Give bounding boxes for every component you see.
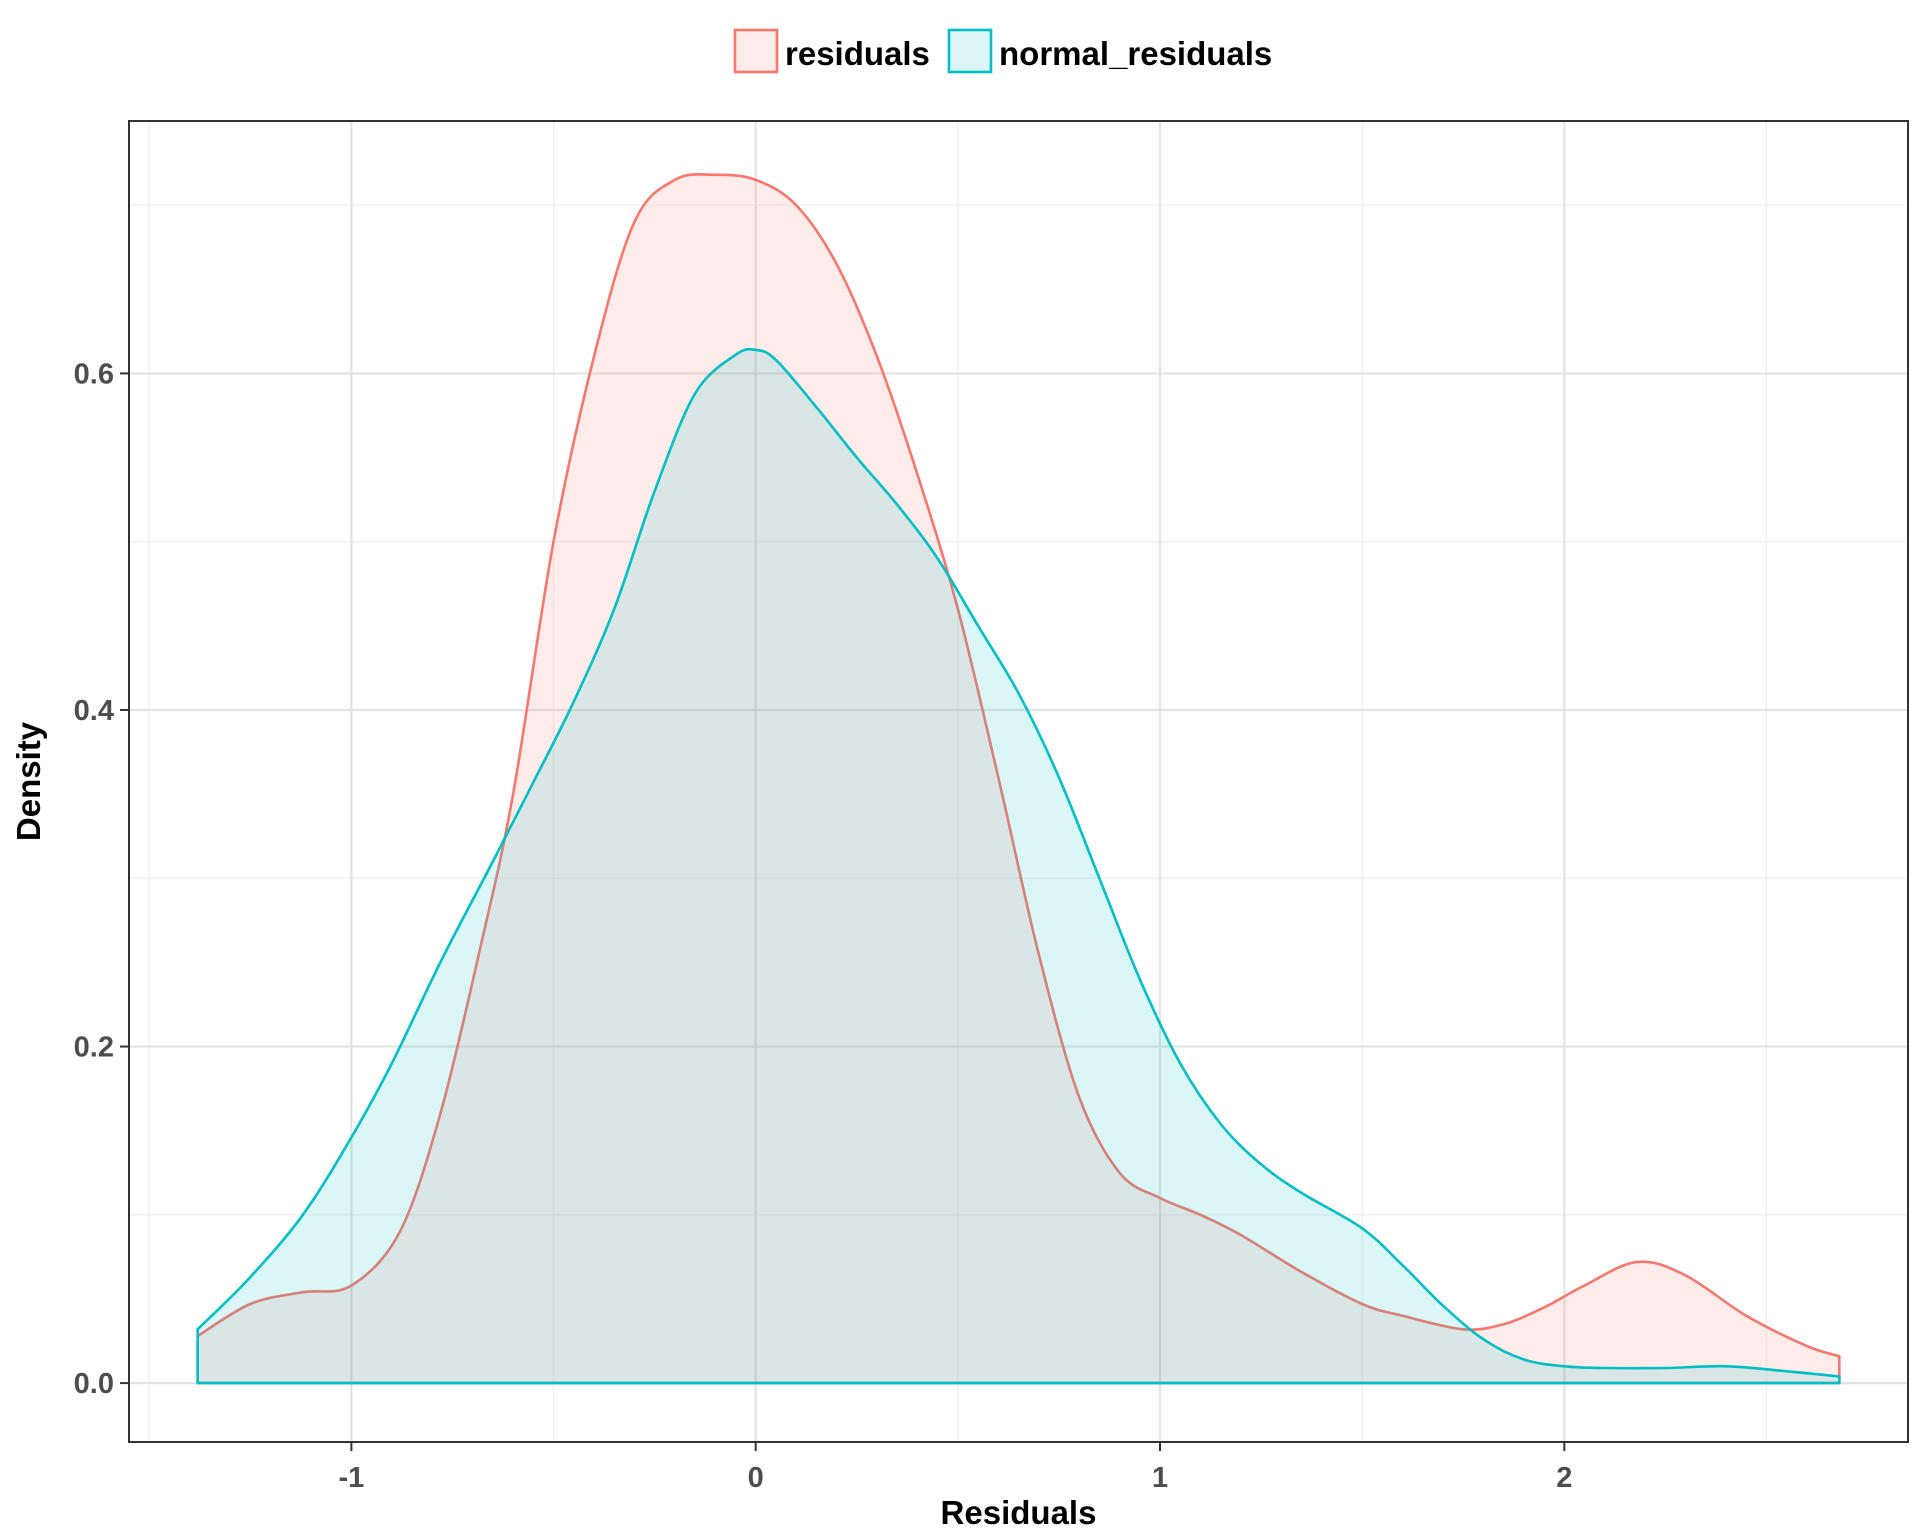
legend-label-residuals: residuals xyxy=(785,35,930,72)
series-areas xyxy=(196,173,1841,1385)
panel-border xyxy=(128,120,1909,1443)
legend-key-normal-residuals xyxy=(947,28,993,74)
legend-key-residuals xyxy=(733,28,779,74)
series-area-residuals xyxy=(196,173,1841,1385)
y-axis-title: Density xyxy=(10,721,47,841)
y-tick-label: 0.4 xyxy=(74,695,114,727)
y-tick-label: 0.2 xyxy=(74,1032,114,1064)
y-tick-label: 0.6 xyxy=(74,358,114,390)
axis-ticks: -1 0 1 2 0.0 0.2 0.4 0.6 xyxy=(74,358,1573,1494)
x-axis-title: Residuals xyxy=(941,1494,1097,1531)
legend-label-normal-residuals: normal_residuals xyxy=(999,35,1272,72)
x-tick-label: -1 xyxy=(338,1462,364,1494)
legend: residuals normal_residuals xyxy=(733,28,1272,74)
x-tick-label: 1 xyxy=(1152,1462,1168,1494)
y-tick-label: 0.0 xyxy=(74,1368,114,1400)
series-area-normal-residuals xyxy=(196,347,1841,1385)
x-tick-label: 2 xyxy=(1556,1462,1572,1494)
x-tick-label: 0 xyxy=(748,1462,764,1494)
